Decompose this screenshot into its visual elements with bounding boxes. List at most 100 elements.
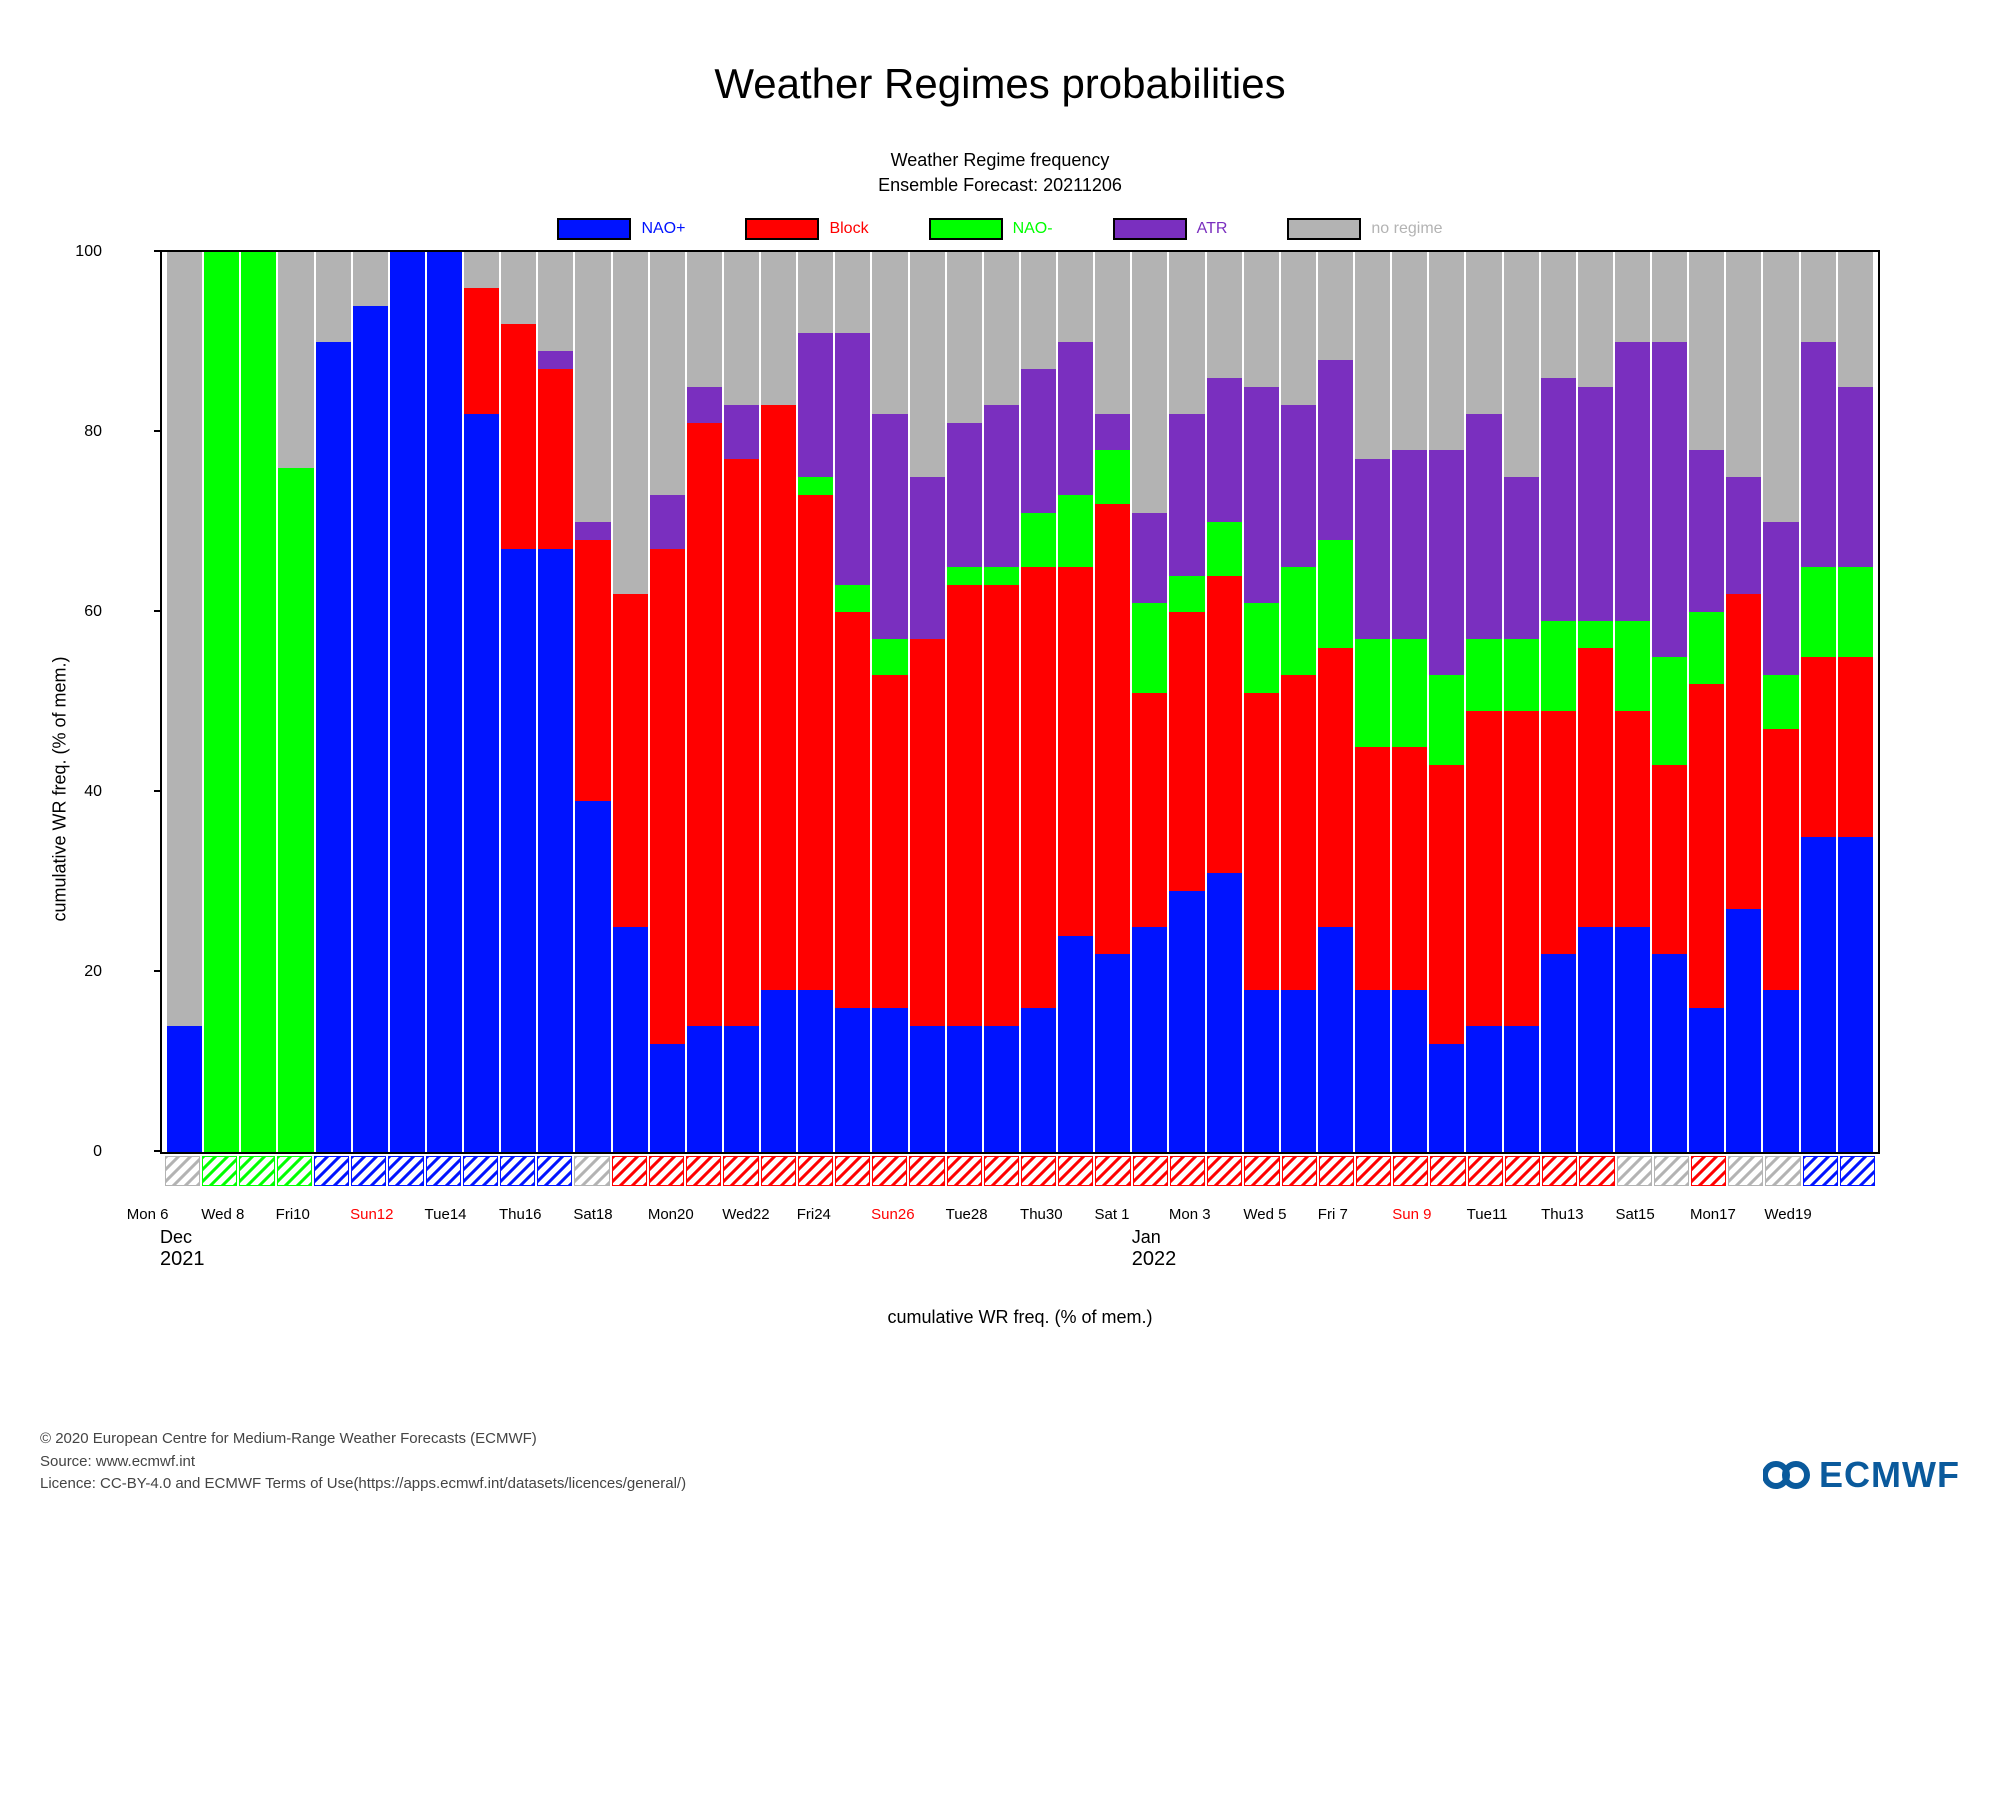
bar-segment: [1466, 1026, 1501, 1152]
bar-segment: [1021, 1008, 1056, 1152]
bar-segment: [1838, 387, 1873, 567]
bar-segment: [1504, 477, 1539, 639]
legend-swatch: [557, 218, 631, 240]
bar-segment: [1169, 891, 1204, 1152]
bar-column: [1355, 252, 1390, 1152]
bar-segment: [1726, 477, 1761, 594]
bar-segment: [1504, 639, 1539, 711]
bar-segment: [353, 306, 388, 1152]
bar-segment: [167, 252, 202, 1026]
x-tick-label: Fri10: [276, 1206, 350, 1223]
bar-segment: [835, 252, 870, 333]
footer: © 2020 European Centre for Medium-Range …: [40, 1428, 1960, 1496]
hatch-cell: [835, 1156, 870, 1186]
bar-column: [947, 252, 982, 1152]
bar-segment: [1281, 567, 1316, 675]
bar-column: [724, 252, 759, 1152]
bar-segment: [1095, 504, 1130, 954]
bar-segment: [538, 369, 573, 549]
y-tick-label: 20: [52, 963, 102, 981]
x-tick-label: Sun12: [350, 1206, 424, 1223]
legend-label: Block: [829, 220, 868, 238]
bar-segment: [1207, 378, 1242, 522]
bar-segment: [1801, 837, 1836, 1152]
legend-item: no regime: [1287, 218, 1442, 240]
bar-column: [575, 252, 610, 1152]
bar-segment: [947, 252, 982, 423]
bar-segment: [910, 252, 945, 477]
bar-segment: [1281, 252, 1316, 405]
bar-segment: [204, 252, 239, 1152]
legend-label: no regime: [1371, 220, 1442, 238]
bar-column: [390, 252, 425, 1152]
month-year: 2021: [160, 1248, 205, 1271]
bar-segment: [1838, 567, 1873, 657]
bar-column: [278, 252, 313, 1152]
bar-segment: [1504, 252, 1539, 477]
bar-segment: [1726, 909, 1761, 1152]
bar-segment: [1058, 567, 1093, 936]
bar-segment: [761, 252, 796, 405]
bar-column: [241, 252, 276, 1152]
bar-column: [1466, 252, 1501, 1152]
hatch-cell: [1430, 1156, 1465, 1186]
bar-segment: [1021, 369, 1056, 513]
footer-source: Source: www.ecmwf.int: [40, 1451, 686, 1474]
bar-column: [1504, 252, 1539, 1152]
bar-segment: [1763, 252, 1798, 522]
bar-column: [1541, 252, 1576, 1152]
bar-segment: [1541, 621, 1576, 711]
hatch-cell: [947, 1156, 982, 1186]
bar-segment: [1169, 576, 1204, 612]
bar-segment: [1132, 603, 1167, 693]
bar-segment: [1132, 513, 1167, 603]
bar-segment: [1763, 675, 1798, 729]
hatch-cell: [1282, 1156, 1317, 1186]
bar-segment: [1207, 522, 1242, 576]
bar-segment: [1355, 459, 1390, 639]
bar-column: [1169, 252, 1204, 1152]
bar-segment: [1429, 252, 1464, 450]
hatch-cell: [1840, 1156, 1875, 1186]
bar-column: [984, 252, 1019, 1152]
bar-segment: [1689, 450, 1724, 612]
bar-segment: [687, 252, 722, 387]
x-tick-label: Mon 3: [1169, 1206, 1243, 1223]
hatch-cell: [1654, 1156, 1689, 1186]
bar-segment: [650, 252, 685, 495]
bar-segment: [1801, 342, 1836, 567]
bar-segment: [872, 639, 907, 675]
plot-area: 020406080100: [160, 250, 1880, 1154]
bar-segment: [1392, 639, 1427, 747]
bar-column: [613, 252, 648, 1152]
hatch-cell: [798, 1156, 833, 1186]
x-tick-label: Tue28: [946, 1206, 1020, 1223]
bar-segment: [984, 405, 1019, 567]
main-title: Weather Regimes probabilities: [40, 60, 1960, 108]
bar-segment: [1169, 612, 1204, 891]
hatch-cell: [426, 1156, 461, 1186]
bar-segment: [1281, 675, 1316, 990]
bar-segment: [575, 801, 610, 1152]
hatch-cell: [1207, 1156, 1242, 1186]
ecmwf-logo-text: ECMWF: [1819, 1454, 1960, 1496]
bar-segment: [1169, 252, 1204, 414]
bar-segment: [1207, 576, 1242, 873]
bar-segment: [947, 585, 982, 1026]
y-tick-mark: [154, 1150, 162, 1152]
bar-segment: [872, 1008, 907, 1152]
hatch-cell: [1803, 1156, 1838, 1186]
hatch-cell: [1319, 1156, 1354, 1186]
bar-segment: [1578, 648, 1613, 927]
bar-segment: [501, 549, 536, 1152]
bar-segment: [1244, 387, 1279, 603]
bar-segment: [316, 252, 351, 342]
bar-column: [1132, 252, 1167, 1152]
y-tick-label: 0: [52, 1143, 102, 1161]
bar-segment: [835, 333, 870, 585]
bar-segment: [1726, 594, 1761, 909]
x-tick-label: Fri 7: [1318, 1206, 1392, 1223]
hatch-cell: [649, 1156, 684, 1186]
bar-segment: [1318, 360, 1353, 540]
bar-segment: [1689, 684, 1724, 1008]
